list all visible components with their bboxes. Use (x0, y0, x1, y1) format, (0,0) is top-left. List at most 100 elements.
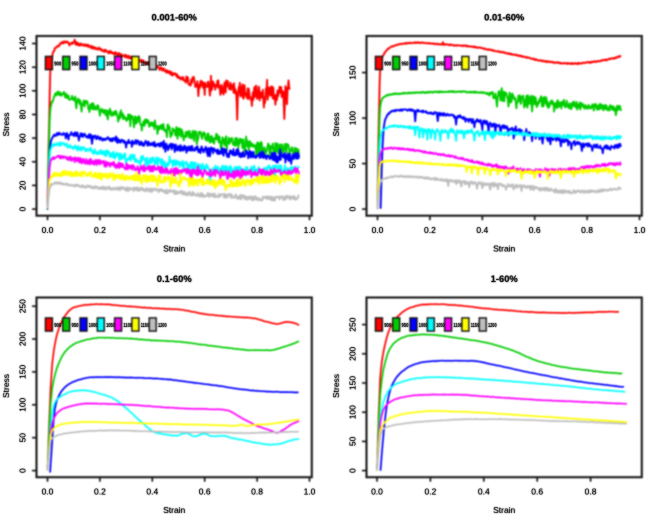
svg-text:900: 900 (384, 323, 391, 329)
svg-text:1050: 1050 (436, 323, 445, 329)
svg-text:0.6: 0.6 (529, 225, 541, 235)
svg-text:1.0: 1.0 (634, 225, 646, 235)
svg-text:0.2: 0.2 (94, 225, 106, 235)
svg-text:1100: 1100 (123, 323, 132, 329)
svg-text:950: 950 (72, 323, 79, 329)
svg-text:900: 900 (384, 61, 391, 67)
svg-text:1000: 1000 (419, 61, 428, 67)
svg-text:Strain: Strain (163, 505, 185, 515)
svg-text:1100: 1100 (123, 323, 132, 329)
svg-text:0: 0 (18, 468, 28, 473)
svg-text:0.4: 0.4 (146, 225, 158, 235)
svg-text:Strain: Strain (493, 505, 515, 515)
svg-text:250: 250 (18, 299, 28, 313)
svg-text:1050: 1050 (436, 61, 445, 67)
svg-text:900: 900 (384, 61, 391, 67)
svg-text:0.2: 0.2 (94, 225, 106, 235)
svg-text:Strain: Strain (493, 243, 515, 253)
svg-text:1100: 1100 (453, 323, 462, 329)
svg-text:50: 50 (348, 436, 358, 446)
svg-text:Stress: Stress (1, 112, 11, 136)
svg-text:140: 140 (18, 36, 28, 50)
svg-text:250: 250 (18, 299, 28, 313)
svg-text:1200: 1200 (488, 323, 497, 329)
svg-text:0.4: 0.4 (146, 225, 158, 235)
svg-text:1000: 1000 (419, 323, 428, 329)
svg-text:1200: 1200 (158, 61, 167, 67)
svg-text:0.6: 0.6 (529, 225, 541, 235)
svg-text:40: 40 (18, 157, 28, 167)
svg-text:1100: 1100 (453, 61, 462, 67)
svg-text:0.2: 0.2 (424, 225, 436, 235)
svg-text:0.8: 0.8 (581, 225, 593, 235)
svg-text:100: 100 (348, 111, 358, 125)
svg-text:0.6: 0.6 (199, 486, 211, 496)
svg-text:0.001-60%: 0.001-60% (152, 12, 198, 23)
svg-text:0: 0 (348, 468, 358, 473)
svg-text:100: 100 (18, 83, 28, 97)
svg-text:900: 900 (384, 323, 391, 329)
svg-text:Strain: Strain (163, 243, 185, 253)
svg-text:1150: 1150 (471, 323, 480, 329)
svg-text:1150: 1150 (141, 323, 150, 329)
svg-text:0: 0 (18, 206, 28, 211)
svg-text:0.2: 0.2 (94, 486, 106, 496)
svg-text:Strain: Strain (493, 505, 515, 515)
svg-text:1050: 1050 (106, 323, 115, 329)
svg-text:150: 150 (18, 365, 28, 379)
svg-text:950: 950 (402, 323, 409, 329)
svg-text:Stress: Stress (1, 374, 11, 398)
svg-text:100: 100 (18, 83, 28, 97)
svg-text:1050: 1050 (436, 61, 445, 67)
svg-text:60: 60 (18, 133, 28, 143)
svg-text:1.0: 1.0 (634, 225, 646, 235)
svg-text:0.8: 0.8 (251, 486, 263, 496)
svg-text:Strain: Strain (163, 243, 185, 253)
svg-text:200: 200 (348, 346, 358, 360)
svg-text:1100: 1100 (123, 61, 132, 67)
svg-text:60: 60 (18, 133, 28, 143)
svg-text:150: 150 (348, 65, 358, 79)
svg-text:120: 120 (18, 60, 28, 74)
svg-text:950: 950 (402, 323, 409, 329)
svg-text:200: 200 (348, 346, 358, 360)
svg-text:0.4: 0.4 (478, 486, 490, 496)
svg-text:250: 250 (348, 317, 358, 331)
svg-text:1000: 1000 (89, 61, 98, 67)
svg-text:1200: 1200 (158, 323, 167, 329)
svg-text:1000: 1000 (89, 323, 98, 329)
svg-text:0.6: 0.6 (531, 486, 543, 496)
svg-text:50: 50 (18, 433, 28, 443)
svg-text:100: 100 (348, 111, 358, 125)
svg-text:0.4: 0.4 (146, 486, 158, 496)
svg-text:Stress: Stress (331, 112, 341, 136)
svg-text:1150: 1150 (141, 323, 150, 329)
svg-text:250: 250 (348, 317, 358, 331)
svg-text:900: 900 (54, 61, 61, 67)
svg-text:900: 900 (54, 61, 61, 67)
svg-text:1200: 1200 (488, 61, 497, 67)
svg-text:0.6: 0.6 (199, 486, 211, 496)
svg-text:0.6: 0.6 (199, 225, 211, 235)
svg-text:0.4: 0.4 (478, 486, 490, 496)
svg-text:1200: 1200 (488, 323, 497, 329)
svg-text:0.0: 0.0 (371, 486, 383, 496)
svg-text:0.1-60%: 0.1-60% (157, 273, 193, 284)
svg-text:0.2: 0.2 (424, 486, 436, 496)
svg-text:950: 950 (72, 61, 79, 67)
svg-text:1050: 1050 (106, 323, 115, 329)
svg-text:900: 900 (54, 323, 61, 329)
svg-text:0.001-60%: 0.001-60% (152, 12, 198, 23)
svg-text:Stress: Stress (331, 374, 341, 398)
svg-text:950: 950 (72, 61, 79, 67)
svg-text:150: 150 (348, 376, 358, 390)
svg-text:100: 100 (348, 405, 358, 419)
svg-text:100: 100 (348, 405, 358, 419)
svg-text:950: 950 (402, 61, 409, 67)
svg-text:Stress: Stress (331, 374, 341, 398)
svg-text:120: 120 (18, 60, 28, 74)
svg-text:0.0: 0.0 (372, 225, 384, 235)
svg-text:50: 50 (348, 159, 358, 169)
svg-text:0.4: 0.4 (146, 486, 158, 496)
svg-text:80: 80 (18, 110, 28, 120)
